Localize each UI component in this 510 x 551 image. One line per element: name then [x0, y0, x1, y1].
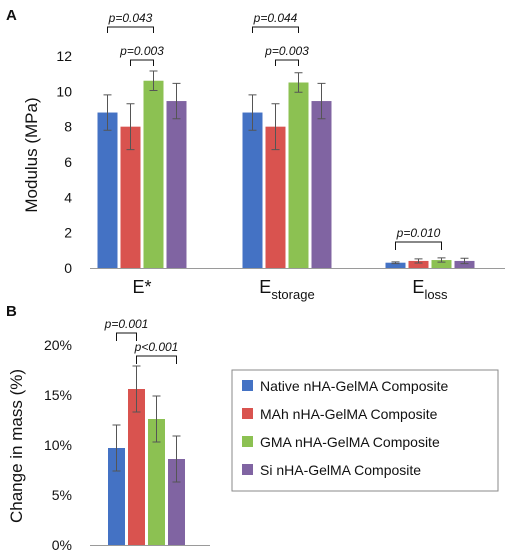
- panel-a-annotation-bracket: [130, 59, 154, 66]
- panel-b-bar: [148, 419, 165, 545]
- panel-a-bar: [143, 80, 164, 268]
- panel-b-error-bar: [172, 435, 181, 483]
- panel-a-annotation-label: p=0.044: [253, 11, 298, 25]
- panel-a-category-label: Estorage: [259, 277, 314, 302]
- panel-a-bar: [288, 82, 309, 268]
- panel-b-bar: [168, 459, 185, 545]
- panel-a-error-bar: [391, 261, 400, 265]
- panel-a-error-bar: [103, 94, 112, 131]
- panel-a-category-label: Eloss: [412, 277, 448, 302]
- panel-a-chart: Modulus (MPa) 0 2 4 6 8 10 12 E* Estorage Eloss p=…: [22, 11, 505, 302]
- panel-a-y-tick-label: 0: [64, 260, 72, 276]
- panel-a-bar: [120, 126, 141, 269]
- legend-swatch: [242, 464, 253, 475]
- panel-a-error-bar: [248, 94, 257, 131]
- panel-b-y-tick-label: 10%: [44, 437, 72, 453]
- panel-b-y-tick-label: 20%: [44, 337, 72, 353]
- panel-a-error-bar: [437, 257, 446, 263]
- panel-b-bar: [128, 389, 145, 545]
- panel-b-annotation-label: p=0.001: [104, 317, 149, 331]
- panel-b-annotation-bracket: [136, 355, 177, 364]
- panel-a-error-bar: [126, 103, 135, 151]
- legend-entry: Si nHA-GelMA Composite: [260, 462, 421, 478]
- legend-swatch: [242, 408, 253, 419]
- panel-a-annotation-bracket: [395, 241, 442, 250]
- panel-a-category-label: E*: [132, 277, 151, 297]
- panel-a-error-bar: [460, 257, 469, 265]
- panel-a-annotation-label: p=0.003: [119, 44, 164, 58]
- panel-a-y-tick-label: 4: [64, 189, 72, 205]
- panel-a-bar: [454, 260, 475, 268]
- panel-b-chart: Change in mass (%) 0% 5% 10% 15% 20% p=0.001 p…: [7, 317, 210, 551]
- panel-b-error-bar: [152, 395, 161, 443]
- panel-a-error-bar: [294, 72, 303, 93]
- panel-a-y-tick-label: 12: [56, 48, 72, 64]
- panel-a-error-bar: [414, 258, 423, 264]
- panel-a-y-axis-label: Modulus (MPa): [22, 97, 41, 212]
- legend-box: [231, 369, 499, 492]
- panel-b-error-bar: [112, 424, 121, 472]
- legend-swatch: [242, 380, 253, 391]
- panel-b-bar: [108, 448, 125, 545]
- panel-a-y-tick-label: 10: [56, 83, 72, 99]
- panel-b-y-tick-label: 0%: [52, 537, 72, 551]
- legend-entry: Native nHA-GelMA Composite: [260, 378, 449, 394]
- legend-entry: GMA nHA-GelMA Composite: [260, 434, 440, 450]
- panel-a-y-tick-label: 8: [64, 119, 72, 135]
- panel-b-error-bar: [132, 365, 141, 413]
- panel-a-bar: [242, 112, 263, 269]
- panel-b-y-tick-label: 15%: [44, 387, 72, 403]
- panel-b-annotation-label: p<0.001: [134, 340, 179, 354]
- panel-a-annotation-bracket: [252, 26, 299, 33]
- panel-b-y-tick-label: 5%: [52, 487, 72, 503]
- panel-a-bar: [408, 260, 429, 268]
- legend: Native nHA-GelMA Composite MAh nHA-GelMA …: [231, 369, 499, 492]
- panel-a-annotation-bracket: [275, 59, 299, 66]
- panel-a-error-bar: [271, 103, 280, 151]
- panel-a-annotation-bracket: [107, 26, 154, 33]
- panel-a-error-bar: [149, 70, 158, 91]
- panel-a-bar: [431, 260, 452, 268]
- legend-entry: MAh nHA-GelMA Composite: [260, 406, 438, 422]
- panel-a-letter: A: [6, 7, 17, 24]
- panel-b-y-axis-label: Change in mass (%): [7, 369, 26, 523]
- panel-a-annotation-label: p=0.043: [108, 11, 153, 25]
- panel-a-annotation-label: p=0.010: [396, 226, 441, 240]
- panel-a-annotation-label: p=0.003: [264, 44, 309, 58]
- panel-a-error-bar: [172, 82, 181, 120]
- panel-a-bar: [265, 126, 286, 269]
- panel-b-annotation-bracket: [116, 332, 137, 341]
- panel-a-y-tick-label: 6: [64, 154, 72, 170]
- panel-a-bar: [97, 112, 118, 269]
- panel-a-bar: [311, 101, 332, 268]
- panel-a-bar: [166, 101, 187, 268]
- panel-a-bar: [385, 262, 406, 268]
- legend-swatch: [242, 436, 253, 447]
- panel-a-error-bar: [317, 82, 326, 120]
- panel-a-y-tick-label: 2: [64, 225, 72, 241]
- panel-b-letter: B: [6, 303, 17, 320]
